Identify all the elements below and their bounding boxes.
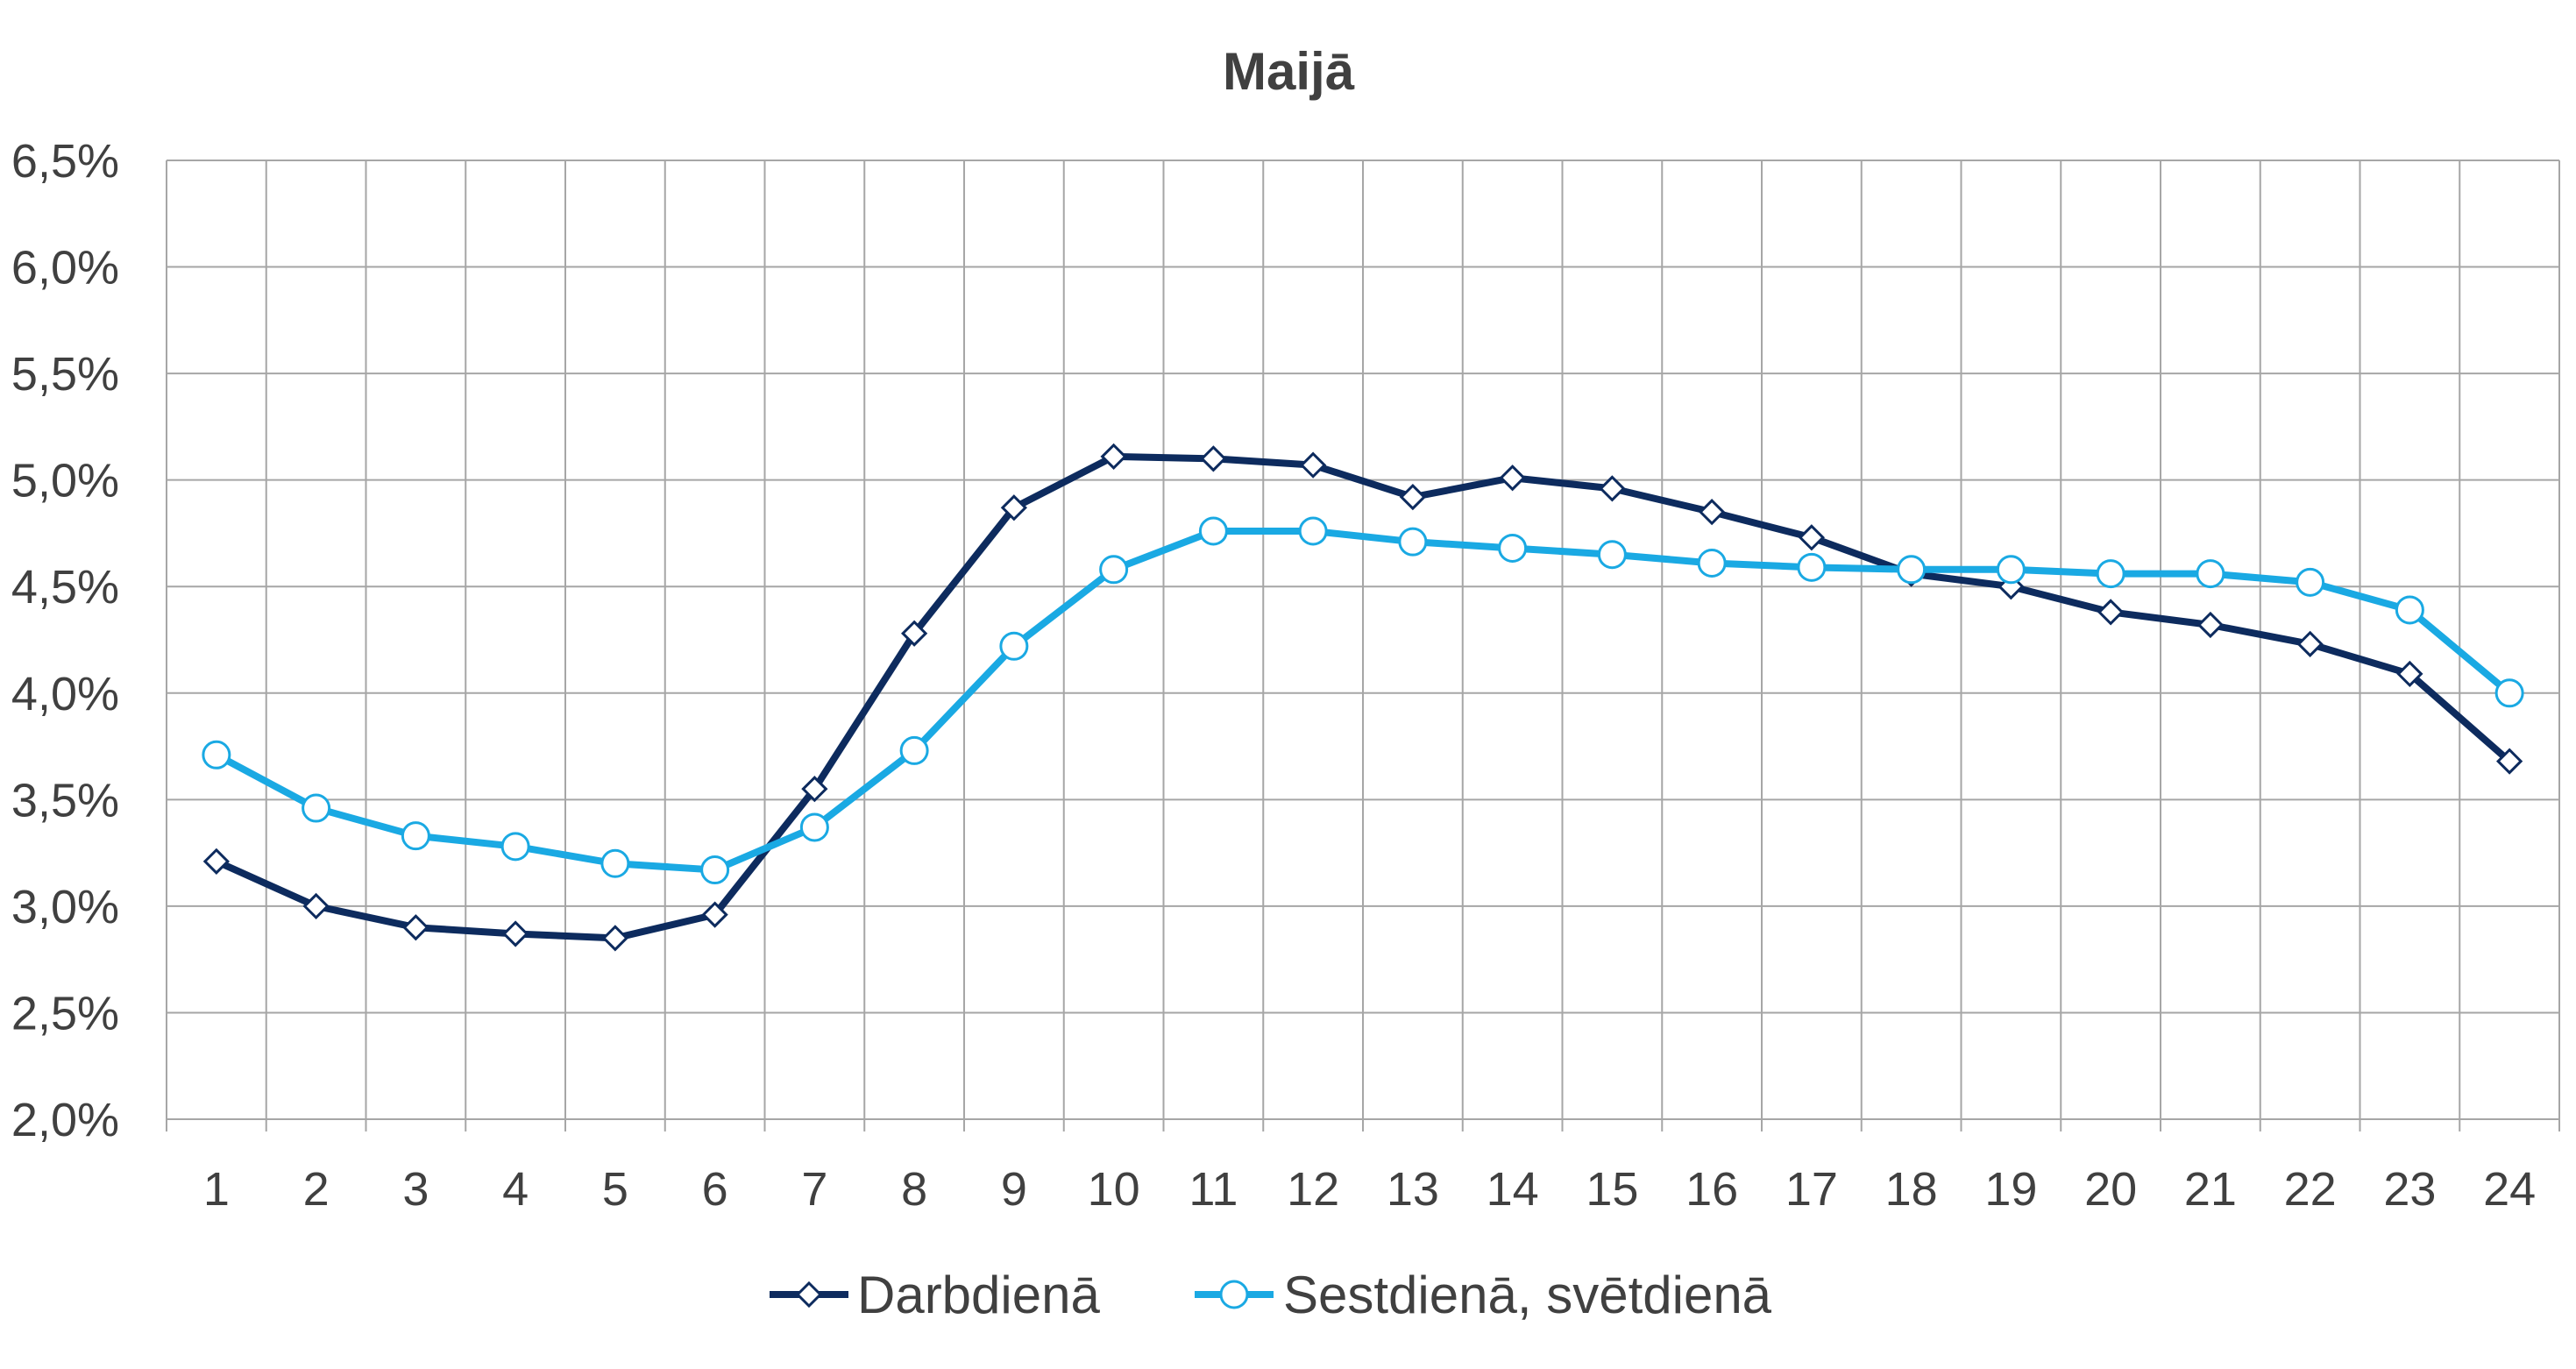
x-tick-label: 8 <box>901 1163 927 1216</box>
y-tick-label: 3,5% <box>11 774 119 826</box>
data-point <box>899 735 929 765</box>
series-2 <box>202 516 2524 885</box>
x-tick-label: 11 <box>1189 1163 1238 1216</box>
data-point <box>1198 516 1228 546</box>
y-tick-label: 4,5% <box>11 561 119 614</box>
data-point <box>1000 494 1028 521</box>
grid <box>166 160 2560 1131</box>
x-tick-label: 15 <box>1586 1163 1638 1216</box>
x-tick-label: 10 <box>1088 1163 1140 1216</box>
x-tick-label: 4 <box>502 1163 529 1216</box>
axes: 2,0% 2,5% 3,0% 3,5% 4,0% 4,5% 5,0% 5,5% 6,0% 6,5%… <box>11 135 2559 1216</box>
data-point <box>402 914 429 941</box>
y-tick-label: 5,5% <box>11 348 119 401</box>
data-point <box>2496 748 2523 775</box>
data-point <box>1498 533 1528 563</box>
legend-label: Darbdienā <box>857 1266 1100 1324</box>
x-tick-label: 21 <box>2184 1163 2237 1216</box>
data-point <box>2196 611 2225 639</box>
data-point <box>1599 475 1626 502</box>
x-tick-label: 20 <box>2084 1163 2137 1216</box>
data-point <box>1298 516 1328 546</box>
data-point <box>600 848 630 878</box>
data-point <box>1798 524 1826 551</box>
data-point <box>999 631 1029 661</box>
x-tick-label: 14 <box>1487 1163 1539 1216</box>
data-point <box>1399 483 1427 511</box>
x-tick-label: 23 <box>2383 1163 2436 1216</box>
x-tick-label: 3 <box>402 1163 429 1216</box>
x-tick-label: 7 <box>801 1163 827 1216</box>
x-tick-label: 13 <box>1387 1163 1439 1216</box>
chart-title: Maijā <box>1223 42 1355 101</box>
data-point <box>2096 559 2125 589</box>
x-tick-label: 9 <box>1001 1163 1027 1216</box>
data-point <box>1300 451 1327 479</box>
legend-item: Sestdienā, svētdienā <box>1195 1266 1772 1324</box>
data-point <box>1897 555 1927 585</box>
x-tick-label: 6 <box>702 1163 728 1216</box>
series-line <box>212 528 2514 874</box>
data-point <box>1797 552 1827 582</box>
data-point <box>2296 567 2325 597</box>
data-point <box>1699 499 1726 526</box>
data-point <box>1499 465 1526 492</box>
data-point <box>500 832 530 862</box>
data-point <box>601 925 628 952</box>
data-point <box>700 855 730 885</box>
data-point <box>302 892 330 920</box>
legend-item: Darbdienā <box>770 1266 1100 1324</box>
series-line <box>212 452 2514 942</box>
legend-marker <box>795 1280 823 1309</box>
data-point <box>202 848 230 875</box>
legend-label: Sestdienā, svētdienā <box>1283 1266 1772 1324</box>
data-point <box>799 812 829 842</box>
y-tick-label: 5,0% <box>11 455 119 507</box>
x-tick-label: 17 <box>1785 1163 1838 1216</box>
x-tick-label: 5 <box>602 1163 628 1216</box>
data-point <box>1200 445 1227 472</box>
data-point <box>801 776 828 803</box>
legend: Darbdienā Sestdienā, svētdienā <box>770 1266 1772 1324</box>
y-tick-label: 2,5% <box>11 987 119 1039</box>
data-point <box>2396 660 2423 688</box>
y-tick-label: 3,0% <box>11 881 119 933</box>
x-tick-label: 18 <box>1885 1163 1938 1216</box>
y-tick-label: 6,5% <box>11 135 119 188</box>
legend-marker <box>1219 1280 1249 1309</box>
y-tick-label: 6,0% <box>11 242 119 294</box>
series <box>202 443 2524 952</box>
x-tick-label: 24 <box>2483 1163 2536 1216</box>
y-tick-label: 2,0% <box>11 1094 119 1146</box>
data-point <box>202 740 231 770</box>
data-point <box>302 793 331 823</box>
x-tick-label: 19 <box>1984 1163 2037 1216</box>
data-point <box>901 620 928 647</box>
data-point <box>1100 443 1127 471</box>
x-tick-label: 1 <box>203 1163 230 1216</box>
data-point <box>2395 595 2424 625</box>
data-point <box>502 920 529 947</box>
data-point <box>2097 599 2125 626</box>
data-point <box>1996 555 2026 585</box>
data-point <box>2296 630 2324 657</box>
data-point <box>2494 678 2524 708</box>
y-tick-label: 4,0% <box>11 668 119 720</box>
x-tick-label: 16 <box>1685 1163 1738 1216</box>
data-point <box>1099 555 1129 585</box>
data-point <box>701 901 728 928</box>
x-tick-label: 2 <box>303 1163 330 1216</box>
data-point <box>1697 548 1727 578</box>
data-point <box>2196 559 2225 589</box>
data-point <box>1398 527 1428 557</box>
data-point <box>401 821 430 851</box>
data-point <box>1597 540 1627 570</box>
x-tick-label: 12 <box>1287 1163 1339 1216</box>
x-tick-label: 22 <box>2284 1163 2337 1216</box>
